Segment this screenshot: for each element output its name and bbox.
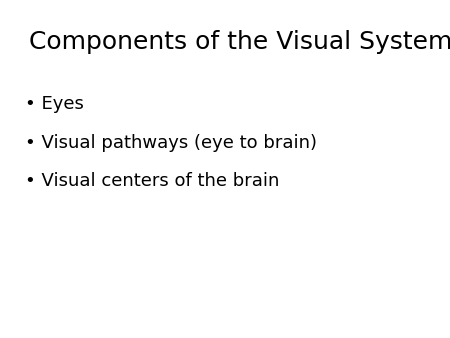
Text: • Visual centers of the brain: • Visual centers of the brain [25, 172, 279, 190]
Text: Components of the Visual System: Components of the Visual System [29, 30, 450, 54]
Text: • Visual pathways (eye to brain): • Visual pathways (eye to brain) [25, 134, 317, 151]
Text: • Eyes: • Eyes [25, 95, 84, 113]
